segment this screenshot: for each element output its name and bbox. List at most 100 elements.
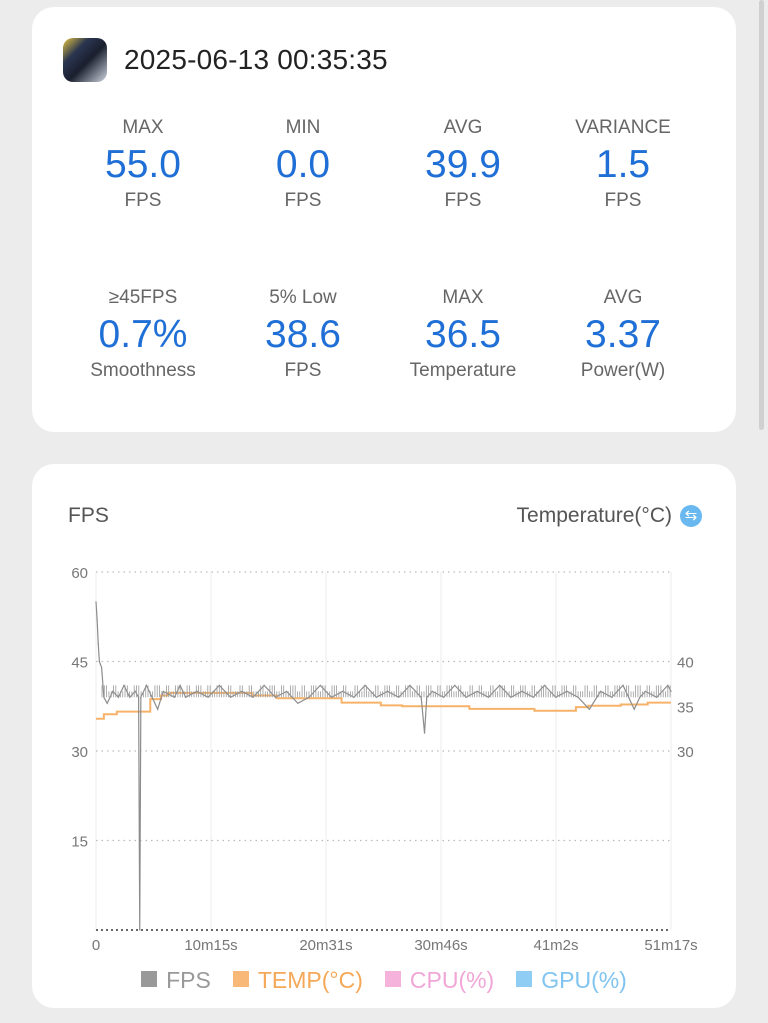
right-axis-title: Temperature(°C) xyxy=(516,504,672,527)
fps-point xyxy=(263,684,265,686)
fps-point xyxy=(443,696,445,698)
fps-point xyxy=(101,666,103,669)
fps-series-line xyxy=(95,601,672,931)
y-tick-left: 60 xyxy=(71,565,88,582)
fps-point xyxy=(138,696,140,698)
fps-point xyxy=(95,601,97,603)
legend-swatch-temp xyxy=(232,971,249,987)
stat-unit: FPS xyxy=(444,190,482,211)
fps-point xyxy=(555,696,557,698)
stat-unit: FPS xyxy=(284,190,322,211)
stat-label: MAX xyxy=(122,117,164,138)
fps-point xyxy=(566,690,568,692)
legend-cpu[interactable]: CPU(%) xyxy=(384,967,494,994)
stat-label: ≥45FPS xyxy=(108,287,178,308)
y-tick-left: 45 xyxy=(71,655,88,672)
fps-point xyxy=(386,690,389,692)
fps-point xyxy=(364,684,366,686)
stat-7: AVG 3.37 Power(W) xyxy=(543,287,703,382)
fps-point xyxy=(229,696,232,698)
fps-point xyxy=(454,684,456,686)
stat-value: 0.7% xyxy=(98,313,188,356)
fps-point xyxy=(330,696,333,698)
legend-fps[interactable]: FPS xyxy=(141,967,211,994)
stat-unit: Power(W) xyxy=(580,360,666,381)
x-tick: 30m46s xyxy=(414,937,467,954)
x-tick: 51m17s xyxy=(644,937,697,954)
y-tick-right: 35 xyxy=(677,699,694,716)
fps-point xyxy=(633,708,635,710)
y-tick-left: 30 xyxy=(71,744,88,761)
fps-point xyxy=(145,684,148,686)
fps-point xyxy=(308,696,310,698)
fps-point xyxy=(342,690,344,692)
stat-2: AVG 39.9 FPS xyxy=(383,117,543,212)
stat-label: MAX xyxy=(442,287,484,308)
stat-value: 38.6 xyxy=(265,313,341,356)
stat-label: AVG xyxy=(603,287,643,308)
stat-1: MIN 0.0 FPS xyxy=(223,117,383,212)
y-tick-right: 40 xyxy=(677,655,694,672)
stat-label: 5% Low xyxy=(269,287,337,308)
fps-point xyxy=(670,690,672,692)
fps-point xyxy=(252,696,254,698)
fps-point xyxy=(431,690,433,692)
chart-card: FPS Temperature(°C) ⇆ 60 45 30 15 40 35 30 0 10m1… xyxy=(32,464,736,1008)
chart-legend: FPS TEMP(°C) CPU(%) GPU(%) xyxy=(32,967,736,994)
y-tick-left: 15 xyxy=(71,834,88,851)
fps-point xyxy=(420,696,422,698)
fps-point xyxy=(375,696,377,698)
stat-value: 39.9 xyxy=(425,143,501,186)
fps-point xyxy=(139,929,141,931)
legend-swatch-fps xyxy=(141,971,158,987)
swap-icon[interactable]: ⇆ xyxy=(680,505,702,528)
fps-point xyxy=(521,690,523,692)
fps-point xyxy=(179,684,181,686)
session-timestamp: 2025-06-13 00:35:35 xyxy=(124,44,388,75)
fps-point xyxy=(207,696,209,698)
fps-point xyxy=(644,690,647,692)
stat-value: 0.0 xyxy=(275,143,331,186)
legend-gpu[interactable]: GPU(%) xyxy=(516,967,627,994)
y-tick-right: 30 xyxy=(677,744,694,761)
legend-swatch-gpu xyxy=(516,971,533,987)
game-app-icon xyxy=(63,38,107,82)
fps-point xyxy=(426,696,428,698)
fps-point xyxy=(286,690,288,692)
legend-label: TEMP(°C) xyxy=(257,967,363,993)
fps-point xyxy=(173,696,176,698)
temp-series-line xyxy=(96,691,671,720)
stat-4: ≥45FPS 0.7% Smoothness xyxy=(63,287,223,382)
fps-point xyxy=(543,684,546,686)
legend-label: GPU(%) xyxy=(541,967,627,993)
stat-unit: FPS xyxy=(284,360,322,381)
fps-point xyxy=(96,619,98,621)
fps-point xyxy=(185,696,187,698)
legend-swatch-cpu xyxy=(384,971,401,987)
fps-point xyxy=(656,696,658,698)
fps-point xyxy=(112,690,114,692)
right-axis-toggle[interactable]: Temperature(°C) ⇆ xyxy=(517,504,702,528)
stat-3: VARIANCE 1.5 FPS xyxy=(543,117,703,212)
stat-0: MAX 55.0 FPS xyxy=(63,117,223,212)
fps-point xyxy=(577,696,579,698)
summary-card: 2025-06-13 00:35:35 MAX 55.0 FPS MIN 0.0 FPS A… xyxy=(32,7,736,432)
fps-point xyxy=(129,696,131,698)
fps-point xyxy=(667,684,669,686)
stat-value: 55.0 xyxy=(105,143,181,186)
fps-point xyxy=(588,708,590,710)
fps-point xyxy=(134,690,136,692)
scrollbar[interactable] xyxy=(759,0,764,430)
fps-point xyxy=(532,696,534,698)
x-tick: 20m31s xyxy=(299,937,352,954)
fps-point xyxy=(622,684,624,686)
fps-point xyxy=(196,690,198,692)
fps-point xyxy=(162,690,164,692)
fps-point xyxy=(499,684,501,686)
fps-point xyxy=(297,702,299,704)
fps-point xyxy=(218,684,220,686)
fps-point xyxy=(241,690,243,692)
fps-point xyxy=(599,690,602,692)
legend-temp[interactable]: TEMP(°C) xyxy=(232,967,363,994)
fps-point xyxy=(123,684,125,686)
